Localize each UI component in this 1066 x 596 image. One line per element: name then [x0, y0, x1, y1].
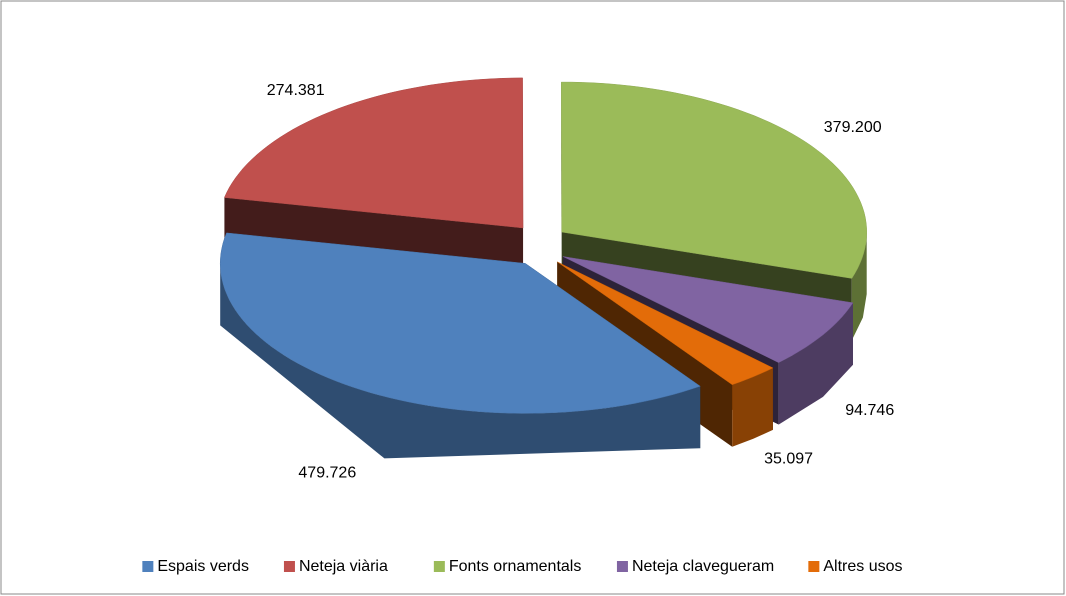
- legend-swatch: [142, 561, 154, 572]
- slice-side: [220, 263, 701, 459]
- legend-label: Neteja clavegueram: [632, 558, 774, 575]
- slice-side: [732, 367, 773, 447]
- legend-label: Fonts ornamentals: [449, 558, 582, 575]
- legend-label: Espais verds: [157, 558, 249, 575]
- data-label: 479.726: [298, 464, 356, 481]
- legend-swatch: [616, 561, 628, 572]
- slice-side: [778, 302, 853, 425]
- legend-swatch: [808, 561, 820, 572]
- slice: [557, 261, 774, 385]
- slice: [219, 232, 701, 459]
- data-label: 379.200: [824, 119, 882, 136]
- legend-label: Altres usos: [823, 558, 902, 575]
- slice: [561, 81, 867, 279]
- slice-side: [851, 232, 867, 341]
- legend-label: Neteja viària: [299, 558, 388, 575]
- legend-swatch: [433, 561, 445, 572]
- slice: [562, 256, 854, 363]
- slice: [224, 77, 524, 229]
- legend-swatch: [283, 561, 295, 572]
- data-label: 35.097: [764, 451, 813, 468]
- data-label: 94.746: [845, 402, 894, 419]
- slice: [219, 232, 701, 414]
- data-label: 274.381: [267, 82, 325, 99]
